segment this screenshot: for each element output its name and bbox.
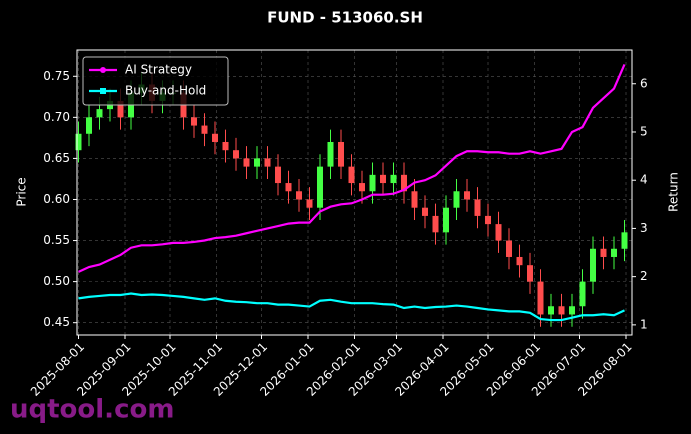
return-line bbox=[78, 64, 626, 273]
candle-body bbox=[443, 207, 449, 233]
candle-body bbox=[548, 306, 554, 315]
candle-body bbox=[212, 133, 218, 142]
candle-body bbox=[474, 199, 481, 216]
y-tick-label: 0.55 bbox=[43, 233, 70, 247]
candle-body bbox=[317, 166, 323, 208]
candle-body bbox=[590, 248, 596, 282]
legend-box bbox=[82, 56, 229, 106]
candle-body bbox=[611, 248, 617, 257]
y2-tick-label: 6 bbox=[640, 76, 648, 90]
candle-body bbox=[75, 133, 82, 151]
candle-body bbox=[86, 117, 92, 134]
candle-body bbox=[285, 183, 292, 192]
candle-body bbox=[600, 248, 607, 257]
legend-label: Buy-and-Hold bbox=[125, 84, 206, 98]
candle-body bbox=[401, 174, 407, 192]
y-tick-label: 0.60 bbox=[43, 192, 70, 206]
candle-body bbox=[296, 191, 302, 200]
candle-body bbox=[621, 232, 628, 249]
candle-body bbox=[233, 150, 239, 159]
candle-body bbox=[359, 183, 365, 192]
candle-body bbox=[464, 191, 470, 200]
legend-marker bbox=[100, 67, 106, 73]
plot-frame bbox=[76, 49, 633, 336]
candle-body bbox=[201, 125, 208, 134]
candle-body bbox=[243, 158, 250, 167]
y-tick-label: 0.65 bbox=[43, 151, 70, 165]
return-line bbox=[78, 292, 625, 322]
candle-body bbox=[422, 207, 428, 216]
candle-body bbox=[369, 174, 376, 192]
candle-body bbox=[569, 306, 575, 315]
candle-body bbox=[506, 240, 512, 257]
legend-marker bbox=[100, 88, 106, 94]
y2-tick-label: 5 bbox=[640, 124, 648, 138]
candle-body bbox=[579, 281, 586, 307]
candle-body bbox=[191, 117, 197, 126]
y2-tick-label: 3 bbox=[640, 221, 648, 235]
candle-body bbox=[117, 100, 124, 118]
candle-body bbox=[453, 191, 460, 208]
candle-body bbox=[275, 166, 281, 184]
candle-body bbox=[306, 199, 313, 208]
y-axis-label: Price bbox=[15, 177, 29, 206]
candle-body bbox=[348, 166, 355, 184]
y-tick-label: 0.70 bbox=[43, 110, 70, 124]
candle-body bbox=[485, 215, 491, 225]
legend-label: AI Strategy bbox=[125, 63, 192, 77]
y-tick-label: 0.50 bbox=[43, 274, 70, 288]
y2-axis-label: Return bbox=[667, 172, 681, 212]
candle-body bbox=[516, 256, 523, 266]
candle-body bbox=[527, 265, 533, 282]
candle-body bbox=[411, 191, 418, 208]
y2-tick-label: 1 bbox=[640, 317, 648, 331]
watermark: uqtool.com bbox=[10, 395, 174, 425]
candle-body bbox=[537, 281, 544, 315]
candle-body bbox=[338, 141, 344, 167]
candle-body bbox=[558, 306, 565, 315]
candle-body bbox=[390, 174, 397, 184]
candle-body bbox=[380, 174, 386, 184]
y2-tick-label: 2 bbox=[640, 269, 648, 283]
candle-body bbox=[432, 215, 439, 233]
y-tick-label: 0.75 bbox=[43, 69, 70, 83]
candle-body bbox=[222, 141, 229, 151]
candle-body bbox=[495, 224, 502, 241]
chart-title: FUND - 513060.SH bbox=[267, 9, 423, 27]
candle-body bbox=[327, 141, 334, 167]
y2-tick-label: 4 bbox=[640, 173, 648, 187]
candle-body bbox=[264, 158, 271, 167]
y-tick-label: 0.45 bbox=[43, 315, 70, 329]
candle-body bbox=[96, 109, 103, 118]
candle-body bbox=[254, 158, 260, 167]
